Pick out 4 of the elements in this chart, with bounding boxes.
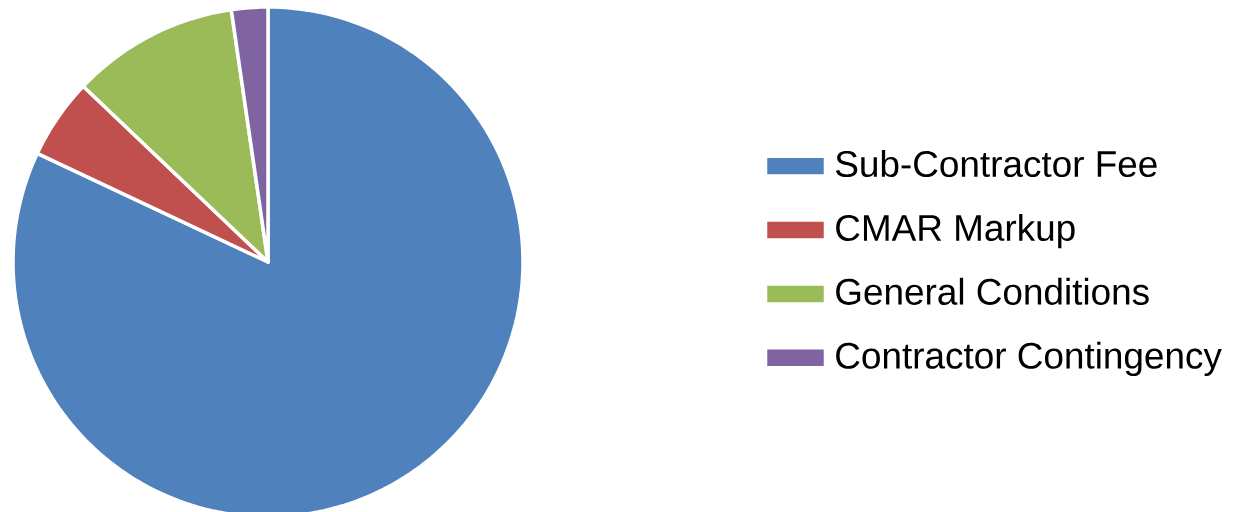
legend-label: Contractor Contingency bbox=[836, 341, 1222, 377]
legend-label: General Conditions bbox=[836, 277, 1149, 305]
legend-label: Sub-Contractor Fee bbox=[835, 150, 1157, 178]
legend-label: CMAR Markup bbox=[836, 213, 1075, 249]
